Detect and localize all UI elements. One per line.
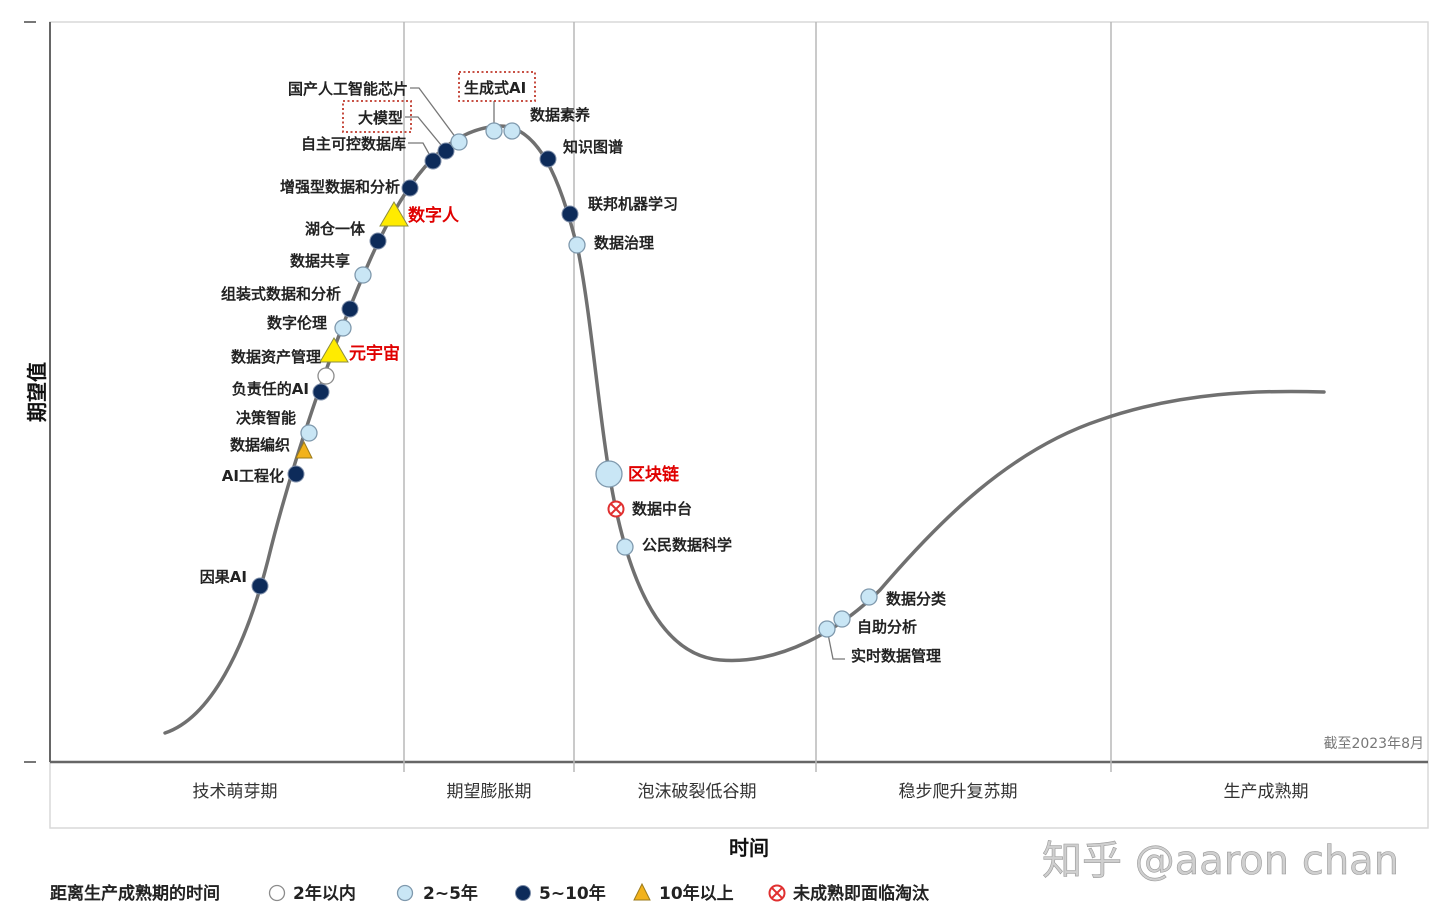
marker-large-model[interactable]: [437, 142, 455, 160]
marker-self-service-analytics[interactable]: [833, 610, 851, 628]
label-digital-ethics: 数字伦理: [267, 314, 327, 332]
legend-label-obsolete: 未成熟即面临淘汰: [792, 883, 930, 904]
label-ai-engineering: AI工程化: [222, 467, 284, 485]
marker-citizen-data-science[interactable]: [616, 538, 634, 556]
marker-knowledge-graph[interactable]: [539, 150, 557, 168]
marker-augmented-data[interactable]: [401, 179, 419, 197]
marker-data-fabric[interactable]: [295, 440, 313, 459]
phase-label-peak: 期望膨胀期: [447, 782, 532, 802]
legend-triangle-icon: [633, 882, 651, 901]
label-augmented-data: 增强型数据和分析: [280, 178, 400, 196]
legend: 距离生产成熟期的时间 2年以内 2~5年 5~10年 10年以上 未成熟即面临淘…: [50, 882, 930, 904]
label-self-service-analytics: 自助分析: [857, 618, 917, 636]
marker-data-literacy[interactable]: [503, 122, 521, 140]
y-axis-title: 期望值: [25, 362, 49, 422]
legend-lightblue-circle-icon: [396, 884, 414, 902]
marker-decision-intelligence[interactable]: [300, 424, 318, 442]
label-blockchain: 区块链: [628, 464, 680, 485]
label-lakehouse: 湖仓一体: [305, 220, 366, 238]
marker-causal-ai[interactable]: [251, 577, 269, 595]
legend-navy-circle-icon: [515, 885, 531, 901]
marker-data-governance[interactable]: [568, 236, 586, 254]
legend-label-2to5: 2~5年: [423, 883, 478, 904]
label-digital-human: 数字人: [408, 205, 460, 226]
data-markers: [251, 122, 878, 638]
label-data-literacy: 数据素养: [530, 106, 591, 124]
generative-ai-box: [458, 71, 536, 102]
legend-title: 距离生产成熟期的时间: [50, 883, 220, 904]
label-citizen-data-science: 公民数据科学: [642, 536, 732, 554]
legend-label-lt2: 2年以内: [293, 883, 356, 904]
label-knowledge-graph: 知识图谱: [563, 138, 623, 156]
legend-cross-circle-icon: [768, 884, 786, 902]
label-data-fabric: 数据编织: [230, 436, 290, 454]
marker-data-classification[interactable]: [860, 588, 878, 606]
label-domestic-ai-chip: 国产人工智能芯片: [288, 80, 408, 98]
watermark: 知乎 @aaron chan: [1042, 838, 1399, 884]
phase-label-trough: 泡沫破裂低谷期: [638, 782, 757, 802]
marker-domestic-ai-chip[interactable]: [450, 133, 468, 151]
label-responsible-ai: 负责任的AI: [232, 380, 309, 398]
marker-generative-ai[interactable]: [485, 122, 503, 140]
marker-data-sharing[interactable]: [354, 266, 372, 284]
label-autonomous-db: 自主可控数据库: [301, 135, 406, 153]
point-labels: 因果AI AI工程化 数据编织 决策智能 负责任的AI 数据资产管理 元宇宙 数…: [200, 79, 947, 665]
label-federated-learning: 联邦机器学习: [588, 195, 678, 213]
legend-label-gt10: 10年以上: [659, 883, 734, 904]
marker-digital-ethics[interactable]: [334, 319, 352, 337]
marker-data-asset-mgmt[interactable]: [317, 367, 335, 385]
label-data-governance: 数据治理: [594, 234, 654, 252]
label-data-asset-mgmt: 数据资产管理: [231, 348, 321, 366]
phase-label-plateau: 生产成熟期: [1224, 781, 1309, 802]
as-of-date-note: 截至2023年8月: [1323, 736, 1424, 752]
label-causal-ai: 因果AI: [200, 568, 247, 586]
label-composable-data: 组装式数据和分析: [221, 285, 341, 303]
phase-label-slope: 稳步爬升复苏期: [899, 782, 1018, 802]
label-decision-intelligence: 决策智能: [236, 409, 296, 427]
phase-label-innovation-trigger: 技术萌芽期: [193, 782, 278, 802]
marker-blockchain[interactable]: [595, 460, 623, 488]
label-realtime-data-mgmt: 实时数据管理: [851, 647, 941, 665]
marker-digital-human[interactable]: [379, 201, 409, 227]
marker-lakehouse[interactable]: [369, 232, 387, 250]
marker-metaverse[interactable]: [319, 337, 349, 363]
marker-data-middle-platform[interactable]: [607, 500, 625, 518]
marker-composable-data[interactable]: [341, 300, 359, 318]
label-data-sharing: 数据共享: [290, 252, 350, 270]
marker-responsible-ai[interactable]: [312, 383, 330, 401]
hype-curve: [163, 124, 1326, 735]
phase-dividers: [403, 22, 1112, 772]
marker-federated-learning[interactable]: [561, 205, 579, 223]
legend-label-5to10: 5~10年: [539, 883, 606, 904]
label-data-classification: 数据分类: [886, 590, 947, 608]
label-metaverse: 元宇宙: [349, 343, 400, 364]
marker-ai-engineering[interactable]: [287, 465, 305, 483]
legend-white-circle-icon: [268, 884, 286, 902]
label-large-model: 大模型: [358, 109, 403, 127]
plot-frame: [49, 21, 1429, 829]
x-axis-title: 时间: [729, 836, 769, 860]
marker-autonomous-db[interactable]: [424, 152, 442, 170]
label-generative-ai: 生成式AI: [464, 79, 526, 97]
label-data-middle-platform: 数据中台: [632, 500, 692, 518]
marker-realtime-data-mgmt[interactable]: [818, 620, 836, 638]
